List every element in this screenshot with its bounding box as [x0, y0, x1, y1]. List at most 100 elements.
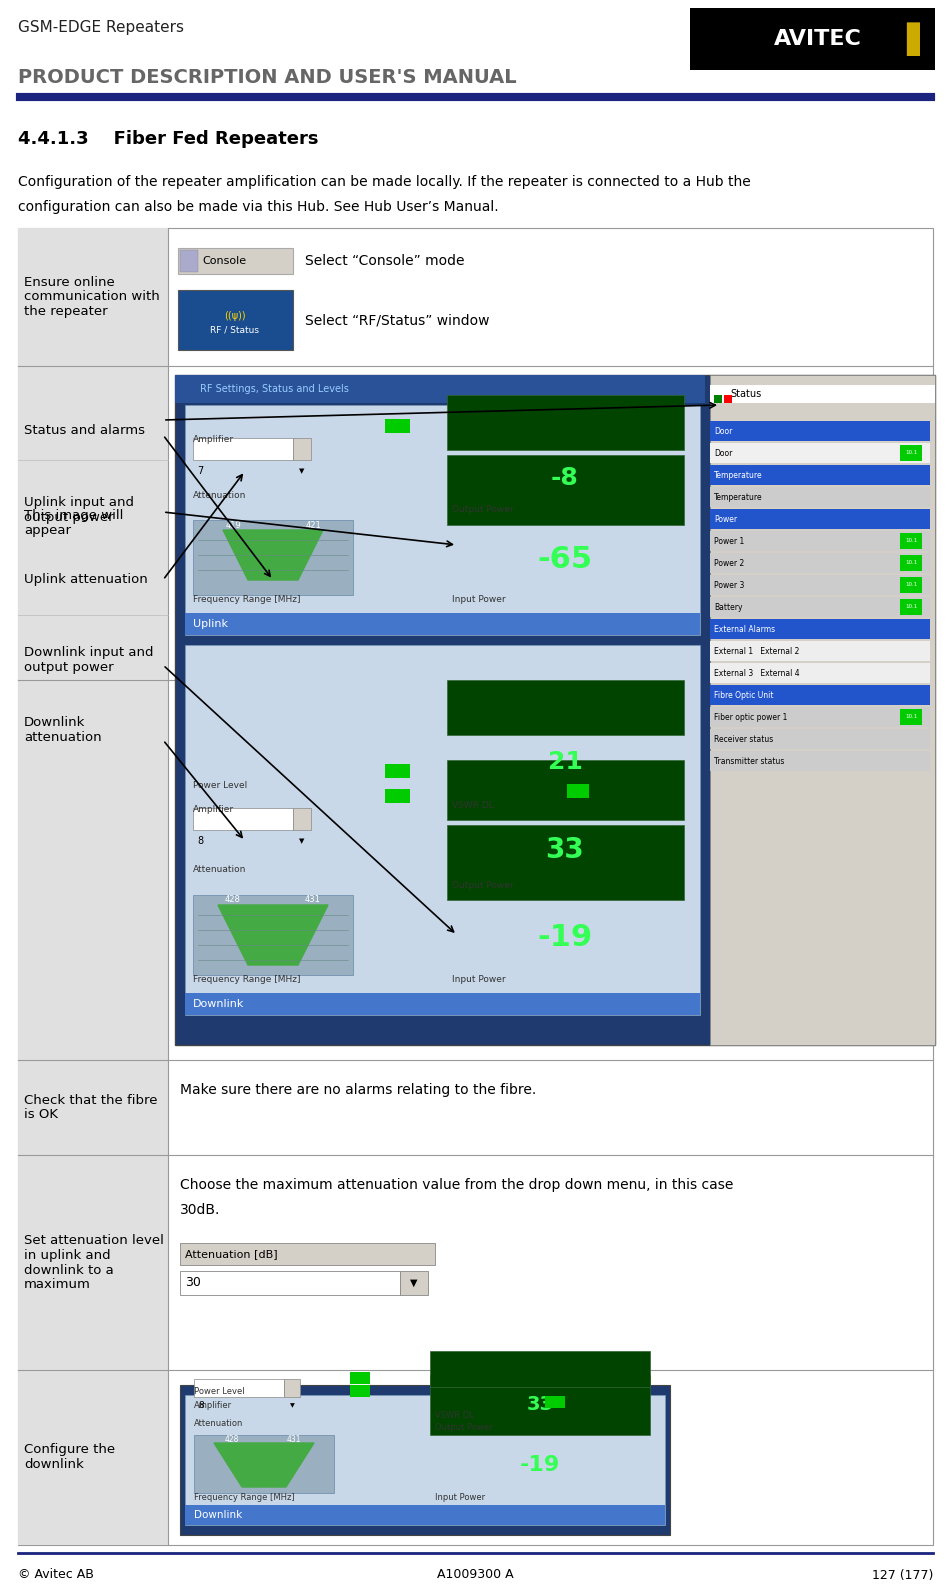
- Text: Frequency Range [MHz]: Frequency Range [MHz]: [193, 976, 301, 985]
- Bar: [710, 575, 930, 594]
- Bar: [385, 790, 410, 802]
- Bar: [180, 1243, 435, 1265]
- Text: VSWR DL: VSWR DL: [435, 1411, 474, 1419]
- Bar: [185, 1395, 665, 1525]
- Bar: [430, 1351, 650, 1387]
- Bar: [724, 396, 732, 404]
- Text: ▼: ▼: [410, 1278, 417, 1289]
- Text: Power 3: Power 3: [714, 580, 745, 590]
- Text: ▼: ▼: [300, 469, 304, 474]
- Text: RF Settings, Status and Levels: RF Settings, Status and Levels: [200, 385, 349, 394]
- Bar: [710, 443, 930, 462]
- Bar: [193, 807, 293, 829]
- Text: 428: 428: [225, 895, 241, 904]
- Text: Uplink input and
output power: Uplink input and output power: [24, 496, 134, 524]
- Text: Attenuation: Attenuation: [194, 1419, 243, 1427]
- Text: External 1   External 2: External 1 External 2: [714, 647, 800, 656]
- Text: Uplink: Uplink: [193, 620, 228, 629]
- Text: Downlink input and
output power: Downlink input and output power: [24, 647, 153, 674]
- Bar: [180, 249, 198, 272]
- Bar: [180, 1386, 670, 1535]
- Bar: [710, 707, 930, 728]
- Bar: [175, 375, 935, 1046]
- Bar: [900, 709, 922, 725]
- Text: Status and alarms: Status and alarms: [24, 424, 145, 437]
- Text: configuration can also be made via this Hub. See Hub User’s Manual.: configuration can also be made via this …: [18, 200, 498, 215]
- Text: 421: 421: [305, 521, 320, 529]
- Bar: [567, 783, 589, 798]
- Bar: [710, 620, 930, 639]
- Text: Battery: Battery: [714, 602, 743, 612]
- Text: 4.4.1.3    Fiber Fed Repeaters: 4.4.1.3 Fiber Fed Repeaters: [18, 130, 319, 148]
- Text: Power 1: Power 1: [714, 537, 745, 545]
- Text: ▼: ▼: [300, 837, 304, 844]
- Text: Output Power: Output Power: [435, 1422, 493, 1432]
- Bar: [185, 1505, 665, 1525]
- Text: 10.1: 10.1: [904, 715, 917, 720]
- Text: 10.1: 10.1: [904, 561, 917, 566]
- Text: Input Power: Input Power: [435, 1492, 485, 1502]
- Bar: [900, 599, 922, 615]
- Bar: [447, 760, 684, 820]
- Bar: [710, 486, 930, 507]
- Bar: [350, 1386, 370, 1397]
- Text: 7: 7: [197, 466, 204, 477]
- Text: Status: Status: [730, 389, 761, 399]
- Text: 21: 21: [548, 750, 582, 774]
- Text: Power: Power: [714, 515, 737, 523]
- Text: 10.1: 10.1: [904, 451, 917, 456]
- Text: 30dB.: 30dB.: [180, 1203, 221, 1217]
- Text: Fibre Optic Unit: Fibre Optic Unit: [714, 691, 773, 699]
- Bar: [185, 645, 700, 1015]
- Text: Temperature: Temperature: [714, 493, 763, 502]
- Text: Make sure there are no alarms relating to the fibre.: Make sure there are no alarms relating t…: [180, 1084, 536, 1096]
- Text: 8: 8: [197, 836, 204, 845]
- Text: A1009300 A: A1009300 A: [437, 1568, 514, 1581]
- Bar: [385, 419, 410, 432]
- Text: Door: Door: [714, 448, 732, 458]
- Text: Frequency Range [MHz]: Frequency Range [MHz]: [194, 1492, 295, 1502]
- Bar: [710, 640, 930, 661]
- Text: 10.1: 10.1: [904, 604, 917, 610]
- Text: Transmitter status: Transmitter status: [714, 756, 785, 766]
- Text: Attenuation: Attenuation: [193, 866, 246, 874]
- Polygon shape: [223, 531, 323, 580]
- Bar: [900, 577, 922, 593]
- Bar: [710, 508, 930, 529]
- Bar: [18, 227, 168, 1545]
- Bar: [293, 807, 311, 829]
- Text: External Alarms: External Alarms: [714, 624, 775, 634]
- Bar: [430, 1374, 650, 1435]
- Text: Power Level: Power Level: [194, 1387, 244, 1397]
- Bar: [180, 1271, 400, 1295]
- Text: Temperature: Temperature: [714, 470, 763, 480]
- Bar: [400, 1271, 428, 1295]
- Text: 30: 30: [185, 1276, 201, 1290]
- Text: Attenuation: Attenuation: [193, 491, 246, 499]
- Bar: [193, 520, 353, 594]
- Polygon shape: [218, 906, 328, 965]
- Text: Fiber optic power 1: Fiber optic power 1: [714, 712, 787, 721]
- Text: 10.1: 10.1: [904, 583, 917, 588]
- Bar: [185, 405, 700, 636]
- Text: Amplifier: Amplifier: [193, 435, 234, 445]
- Text: 419: 419: [225, 521, 241, 529]
- Text: RF / Status: RF / Status: [210, 326, 260, 335]
- Text: -8: -8: [552, 466, 579, 489]
- Text: 33: 33: [527, 1395, 553, 1414]
- Text: Power 2: Power 2: [714, 558, 745, 567]
- Bar: [193, 895, 353, 976]
- Text: ▐: ▐: [893, 22, 919, 56]
- Bar: [447, 454, 684, 524]
- Text: Output Power: Output Power: [452, 505, 514, 515]
- Text: 431: 431: [305, 895, 320, 904]
- Bar: [710, 466, 930, 485]
- Text: Receiver status: Receiver status: [714, 734, 773, 744]
- Bar: [178, 248, 293, 273]
- Bar: [710, 729, 930, 748]
- Text: Amplifier: Amplifier: [193, 806, 234, 815]
- Text: 10.1: 10.1: [904, 539, 917, 543]
- Bar: [193, 439, 293, 459]
- Bar: [710, 553, 930, 574]
- Bar: [710, 685, 930, 706]
